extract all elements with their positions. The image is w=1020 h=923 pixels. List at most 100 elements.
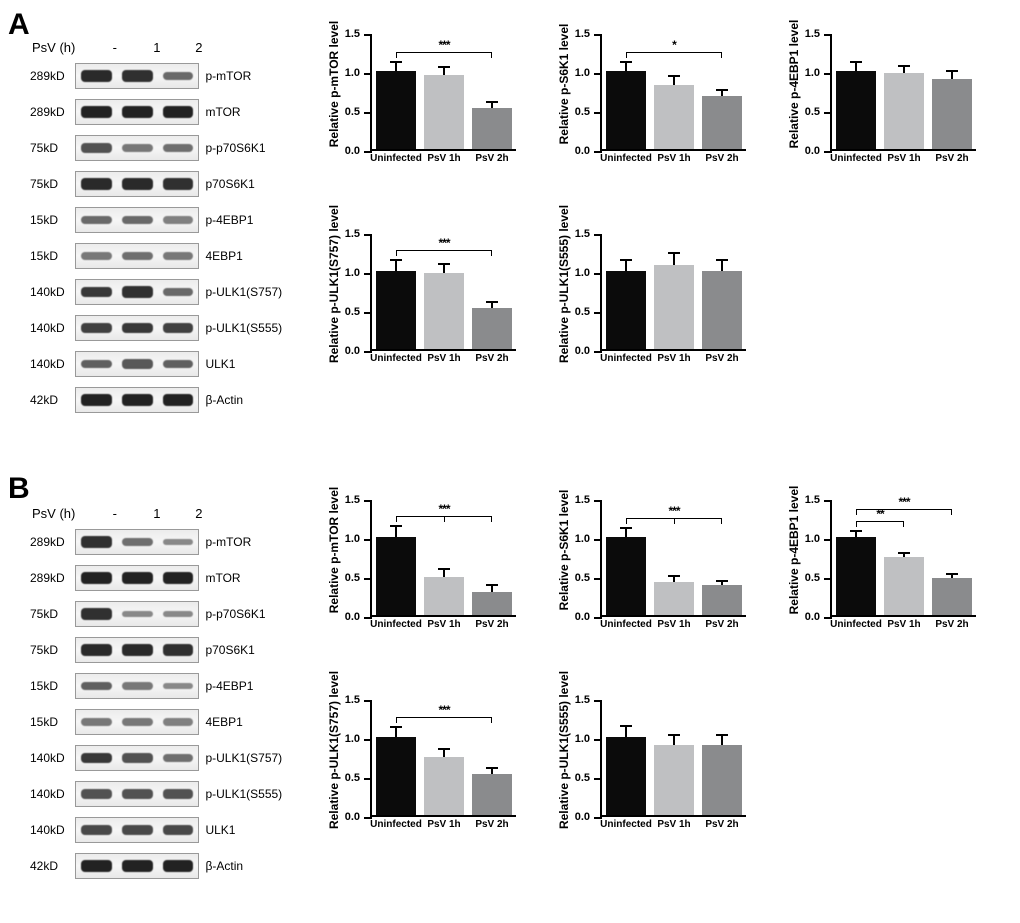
- blot-label: mTOR: [199, 105, 300, 119]
- x-tick-label: Uninfected: [370, 349, 422, 364]
- blot-lanes: [75, 207, 199, 233]
- blot-band: [163, 572, 194, 584]
- blot-lanes: [75, 99, 199, 125]
- blot-lanes: [75, 63, 199, 89]
- wb-row: 75kDp70S6K1: [30, 636, 300, 664]
- x-tick-label: PsV 2h: [705, 349, 738, 364]
- y-axis-label: Relative p-ULK1(S757) level: [327, 205, 341, 363]
- blot-lanes: [75, 565, 199, 591]
- blot-band: [81, 536, 112, 547]
- molecular-weight: 289kD: [30, 535, 75, 549]
- blot-label: ULK1: [199, 823, 300, 837]
- blot-band: [163, 144, 194, 152]
- molecular-weight: 15kD: [30, 249, 75, 263]
- bar-chart-b-0: 0.00.51.01.5UninfectedPsV 1hPsV 2h***Rel…: [324, 490, 524, 655]
- wb-row: 140kDp-ULK1(S555): [30, 314, 300, 342]
- blot-band: [122, 178, 153, 190]
- blot-band: [81, 287, 112, 298]
- molecular-weight: 140kD: [30, 357, 75, 371]
- bar-chart-a-0: 0.00.51.01.5UninfectedPsV 1hPsV 2h***Rel…: [324, 24, 524, 189]
- x-tick-label: PsV 1h: [657, 815, 690, 830]
- y-tick-label: 0.0: [345, 811, 372, 823]
- blot-band: [81, 608, 112, 619]
- chart-plot-area: 0.00.51.01.5UninfectedPsV 1hPsV 2h: [600, 234, 746, 351]
- y-axis-label: Relative p-4EBP1 level: [787, 486, 801, 615]
- bar: [654, 265, 694, 349]
- y-tick-label: 0.0: [575, 811, 602, 823]
- blot-label: β-Actin: [199, 859, 300, 873]
- chart-plot-area: 0.00.51.01.5UninfectedPsV 1hPsV 2h***: [370, 500, 516, 617]
- bar: [472, 108, 512, 149]
- x-tick-label: Uninfected: [600, 615, 652, 630]
- bar-chart-a-2: 0.00.51.01.5UninfectedPsV 1hPsV 2hRelati…: [784, 24, 984, 189]
- x-tick-label: PsV 1h: [427, 349, 460, 364]
- lane-header: 2: [178, 506, 220, 521]
- x-tick-label: PsV 1h: [887, 149, 920, 164]
- blot-band: [122, 718, 153, 726]
- molecular-weight: 75kD: [30, 643, 75, 657]
- blot-lanes: [75, 243, 199, 269]
- significance-bracket: ***: [396, 52, 492, 62]
- significance-bracket: ***: [396, 250, 492, 260]
- wb-row: 289kDmTOR: [30, 98, 300, 126]
- wb-row: 42kDβ-Actin: [30, 386, 300, 414]
- blot-lanes: [75, 637, 199, 663]
- lane-header: -: [94, 40, 136, 55]
- bar-chart-a-1: 0.00.51.01.5UninfectedPsV 1hPsV 2h*Relat…: [554, 24, 754, 189]
- blot-band: [122, 611, 153, 618]
- blot-band: [163, 106, 194, 118]
- significance-bracket: ***: [626, 518, 722, 528]
- bar: [932, 578, 972, 615]
- y-tick-label: 1.0: [345, 733, 372, 745]
- blot-lanes: [75, 745, 199, 771]
- significance-stars: ***: [438, 236, 449, 250]
- blot-band: [122, 106, 153, 118]
- blot-label: p-4EBP1: [199, 213, 300, 227]
- blot-lanes: [75, 135, 199, 161]
- significance-stars: ***: [668, 504, 679, 518]
- blot-band: [122, 789, 153, 799]
- y-tick-label: 0.5: [575, 772, 602, 784]
- blot-band: [122, 644, 153, 656]
- y-tick-label: 0.0: [345, 145, 372, 157]
- blot-label: p-ULK1(S757): [199, 751, 300, 765]
- blot-label: β-Actin: [199, 393, 300, 407]
- molecular-weight: 15kD: [30, 213, 75, 227]
- y-tick-label: 1.5: [575, 28, 602, 40]
- blot-band: [122, 825, 153, 835]
- significance-stars: ***: [898, 495, 909, 509]
- bar: [606, 271, 646, 349]
- blot-band: [163, 360, 194, 369]
- bar: [472, 774, 512, 815]
- x-tick-label: Uninfected: [600, 149, 652, 164]
- y-tick-label: 0.0: [805, 145, 832, 157]
- bar: [702, 745, 742, 815]
- chart-plot-area: 0.00.51.01.5UninfectedPsV 1hPsV 2h*****: [830, 500, 976, 617]
- bar-chart-b-1: 0.00.51.01.5UninfectedPsV 1hPsV 2h***Rel…: [554, 490, 754, 655]
- x-tick-label: Uninfected: [830, 615, 882, 630]
- western-blot-b: PsV (h)-12289kDp-mTOR289kDmTOR75kDp-p70S…: [30, 502, 300, 888]
- blot-lanes: [75, 673, 199, 699]
- blot-label: 4EBP1: [199, 249, 300, 263]
- y-tick-label: 0.5: [345, 306, 372, 318]
- wb-row: 42kDβ-Actin: [30, 852, 300, 880]
- blot-label: p-p70S6K1: [199, 607, 300, 621]
- x-tick-label: PsV 2h: [705, 815, 738, 830]
- y-tick-label: 1.5: [575, 228, 602, 240]
- y-tick-label: 1.0: [575, 733, 602, 745]
- y-tick-label: 0.5: [575, 572, 602, 584]
- blot-band: [81, 143, 112, 153]
- bar: [424, 273, 464, 349]
- wb-row: 75kDp-p70S6K1: [30, 600, 300, 628]
- blot-lanes: [75, 387, 199, 413]
- lane-header: 1: [136, 506, 178, 521]
- blot-lanes: [75, 315, 199, 341]
- wb-row: 140kDp-ULK1(S555): [30, 780, 300, 808]
- bar-chart-a-3: 0.00.51.01.5UninfectedPsV 1hPsV 2h***Rel…: [324, 224, 524, 389]
- x-tick-label: PsV 2h: [935, 615, 968, 630]
- bar: [836, 537, 876, 615]
- wb-header: PsV (h)-12: [30, 502, 300, 524]
- blot-label: p70S6K1: [199, 177, 300, 191]
- y-tick-label: 1.5: [805, 494, 832, 506]
- blot-label: mTOR: [199, 571, 300, 585]
